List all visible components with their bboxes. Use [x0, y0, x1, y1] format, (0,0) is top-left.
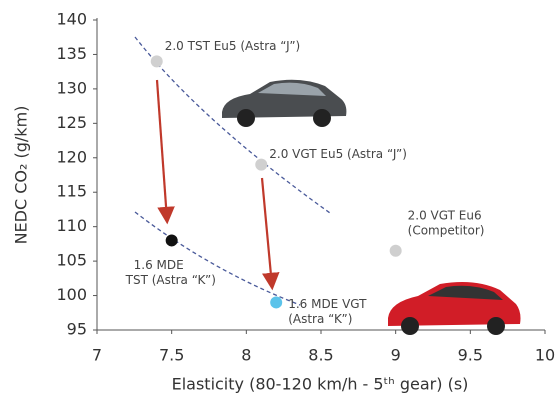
y-tick-label: 135: [56, 44, 87, 63]
x-axis-title: Elasticity (80-120 km/h - 5ᵗʰ gear) (s): [172, 375, 469, 394]
point-label: (Competitor): [408, 223, 485, 237]
trend-curve: [134, 211, 301, 306]
point-label: (Astra “K”): [288, 312, 352, 326]
x-tick-label: 8: [241, 346, 251, 365]
point: [150, 55, 163, 68]
x-tick-label: 10: [535, 346, 555, 365]
car-image: [222, 79, 347, 127]
point-label: 1.6 MDE: [134, 258, 184, 272]
point: [255, 158, 268, 171]
point-label: TST (Astra “K”): [125, 273, 216, 287]
point-label: 2.0 TST Eu5 (Astra “J”): [165, 39, 301, 53]
car-image: [388, 282, 521, 335]
arrow: [260, 177, 280, 291]
y-tick-label: 105: [56, 251, 87, 270]
y-tick-label: 95: [67, 320, 87, 339]
point-label: 2.0 VGT Eu5 (Astra “J”): [269, 147, 407, 161]
arrow: [155, 79, 175, 225]
x-tick-label: 8.5: [308, 346, 333, 365]
point: [389, 244, 402, 257]
point: [270, 296, 283, 309]
point: [165, 234, 178, 247]
point-label: 1.6 MDE VGT: [288, 297, 367, 311]
y-tick-label: 110: [56, 216, 87, 235]
y-tick-label: 115: [56, 182, 87, 201]
y-tick-label: 140: [56, 10, 87, 29]
y-axis-title: NEDC CO₂ (g/km): [12, 106, 31, 245]
y-tick-label: 100: [56, 285, 87, 304]
x-tick-label: 9: [391, 346, 401, 365]
x-tick-label: 7: [92, 346, 102, 365]
y-tick-label: 125: [56, 113, 87, 132]
y-tick-label: 130: [56, 78, 87, 97]
x-tick-label: 9.5: [458, 346, 483, 365]
point-label: 2.0 VGT Eu6: [408, 208, 482, 222]
y-tick-label: 120: [56, 147, 87, 166]
x-tick-label: 7.5: [159, 346, 184, 365]
